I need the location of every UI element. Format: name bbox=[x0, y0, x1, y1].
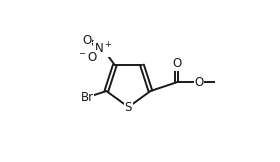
Text: O: O bbox=[194, 76, 204, 89]
Text: O: O bbox=[172, 57, 181, 70]
Text: N$^+$: N$^+$ bbox=[94, 41, 112, 56]
Text: O: O bbox=[82, 34, 92, 47]
Text: $^-$O: $^-$O bbox=[77, 51, 98, 64]
Text: S: S bbox=[125, 101, 132, 114]
Text: Br: Br bbox=[81, 91, 94, 104]
